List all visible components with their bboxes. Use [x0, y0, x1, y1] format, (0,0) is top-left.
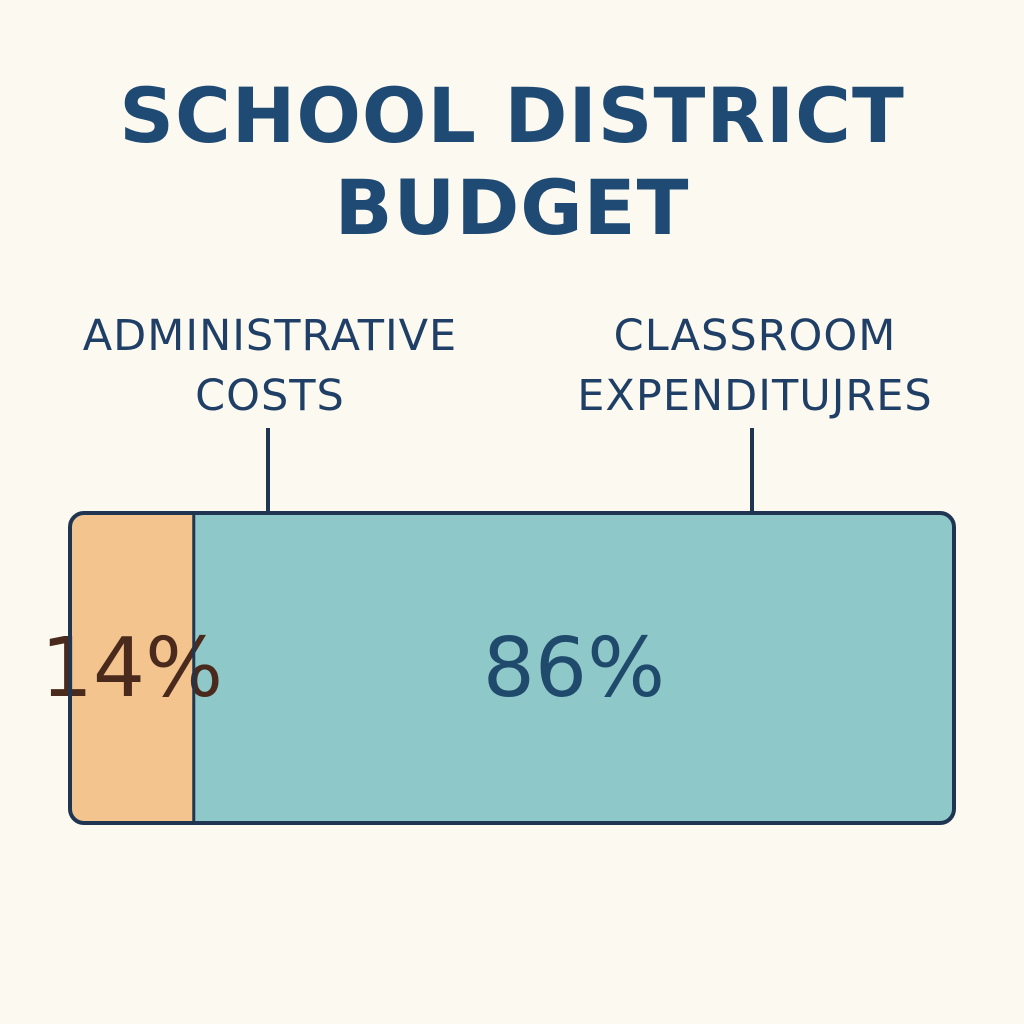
bar-segment-classroom-expenditures: [193, 513, 954, 823]
bar-segment-administrative-costs: [70, 513, 194, 823]
segment-label-administrative-costs: ADMINISTRATIVE COSTS: [82, 311, 458, 421]
chart-title: SCHOOL DISTRICT BUDGET: [119, 71, 905, 252]
segment-label-classroom-expenditures: CLASSROOM EXPENDITUJRES: [577, 311, 933, 421]
data-label-classroom-expenditures: 86%: [483, 621, 665, 716]
bar-outline: [68, 511, 956, 825]
bar-group: 14% 86%: [41, 428, 956, 825]
